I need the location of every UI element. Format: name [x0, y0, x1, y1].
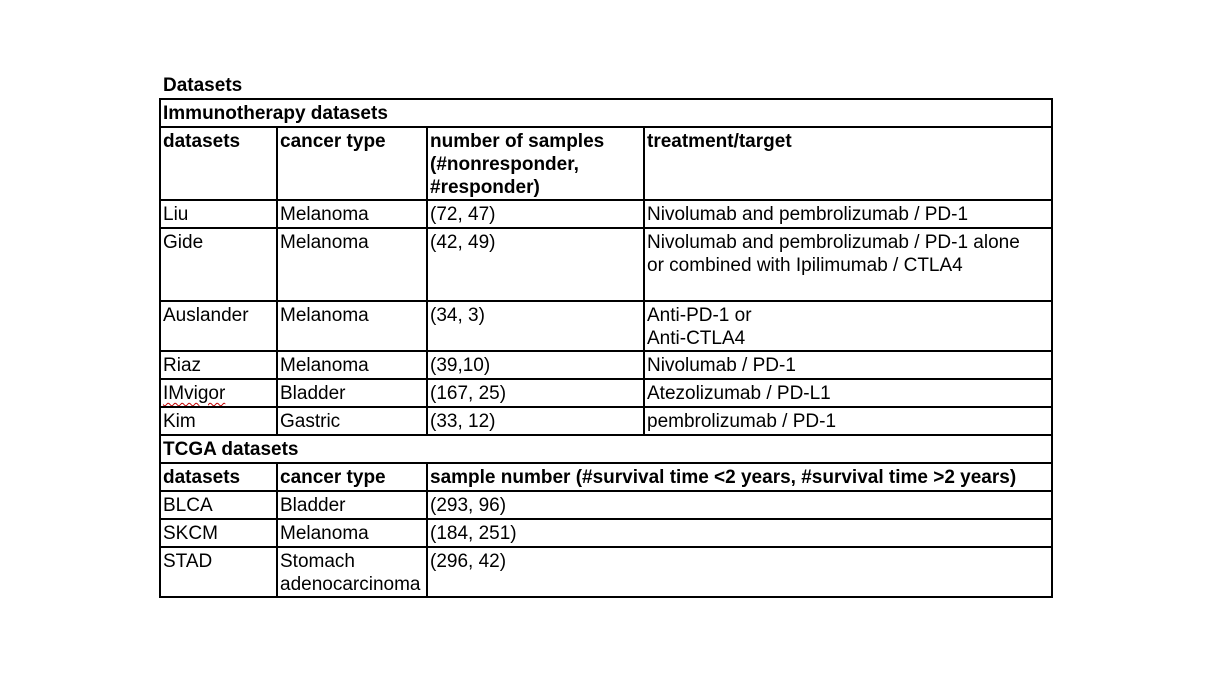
treatment-cell: Atezolizumab / PD-L1 [642, 378, 1054, 408]
tcga-section-title: TCGA datasets [158, 434, 1054, 464]
samples-cell: (167, 25) [426, 378, 645, 408]
dataset-cell: Auslander [159, 300, 278, 352]
dataset-cell: IMvigor [159, 378, 278, 408]
immunotherapy-section-row: Immunotherapy datasets [158, 98, 1054, 128]
datasets-table: Immunotherapy datasets datasets cancer t… [158, 98, 1054, 598]
samples-cell: (72, 47) [426, 199, 645, 229]
dataset-cell: Riaz [159, 350, 278, 380]
dataset-cell: STAD [159, 546, 278, 598]
treatment-cell: Anti-PD-1 or Anti-CTLA4 [642, 300, 1054, 352]
cancer-type-line-1: Melanoma [280, 523, 369, 544]
cancer-type-line-1: Bladder [280, 495, 346, 516]
dataset-cell: Kim [159, 406, 278, 436]
dataset-cell: SKCM [159, 518, 278, 548]
samples-cell: (184, 251) [425, 518, 1054, 548]
tcga-section-row: TCGA datasets [158, 434, 1054, 464]
cancer-type-line-1: Stomach [280, 551, 355, 572]
cancer-type-cell: Bladder [276, 490, 428, 520]
cancer-type-line-2: adenocarcinoma [280, 574, 421, 595]
treatment-cell: Nivolumab and pembrolizumab / PD-1 alone… [642, 227, 1054, 302]
header-datasets: datasets [159, 462, 278, 492]
cancer-type-cell: Melanoma [276, 300, 428, 352]
treatment-line-1: Nivolumab / PD-1 [647, 355, 796, 376]
treatment-line-2: Anti-CTLA4 [647, 328, 746, 349]
header-cancer-type: cancer type [276, 126, 428, 201]
header-number-of-samples: number of samples (#nonresponder, #respo… [426, 126, 645, 201]
dataset-cell: Liu [159, 199, 278, 229]
table-row: IMvigor Bladder (167, 25) Atezolizumab /… [159, 378, 1054, 408]
header-samples-line-3: #responder) [430, 177, 540, 198]
table-row: SKCM Melanoma (184, 251) [159, 518, 1054, 548]
samples-cell: (296, 42) [425, 546, 1054, 598]
header-datasets: datasets [159, 126, 278, 201]
header-samples-line-1: number of samples [430, 131, 605, 152]
treatment-cell: Nivolumab and pembrolizumab / PD-1 [642, 199, 1054, 229]
cancer-type-cell: Melanoma [276, 199, 428, 229]
header-samples-line-2: (#nonresponder, [430, 154, 579, 175]
treatment-line-2: or combined with Ipilimumab / CTLA4 [647, 255, 963, 276]
samples-cell: (42, 49) [426, 227, 645, 302]
dataset-name-spellcheck: IMvigor [163, 383, 226, 404]
dataset-cell: Gide [159, 227, 278, 302]
treatment-line-1: Nivolumab and pembrolizumab / PD-1 [647, 204, 969, 225]
samples-cell: (39,10) [426, 350, 645, 380]
samples-cell: (33, 12) [426, 406, 645, 436]
table-row: Gide Melanoma (42, 49) Nivolumab and pem… [159, 227, 1054, 302]
samples-cell: (293, 96) [425, 490, 1054, 520]
table-row: STAD Stomach adenocarcinoma (296, 42) [159, 546, 1054, 598]
treatment-line-1: Anti-PD-1 or [647, 305, 752, 326]
cancer-type-cell: Bladder [276, 378, 428, 408]
treatment-cell: Nivolumab / PD-1 [642, 350, 1054, 380]
immunotherapy-header-row: datasets cancer type number of samples (… [159, 126, 1054, 201]
header-treatment-target: treatment/target [642, 126, 1054, 201]
treatment-line-1: Atezolizumab / PD-L1 [647, 383, 831, 404]
table-row: Auslander Melanoma (34, 3) Anti-PD-1 or … [159, 300, 1054, 352]
dataset-cell: BLCA [159, 490, 278, 520]
header-cancer-type: cancer type [276, 462, 428, 492]
treatment-line-1: Nivolumab and pembrolizumab / PD-1 alone [647, 232, 1020, 253]
document-title: Datasets [163, 75, 243, 96]
header-sample-number: sample number (#survival time <2 years, … [425, 462, 1054, 492]
table-row: Liu Melanoma (72, 47) Nivolumab and pemb… [159, 199, 1054, 229]
table-row: BLCA Bladder (293, 96) [159, 490, 1054, 520]
cancer-type-cell: Melanoma [276, 518, 428, 548]
table-row: Riaz Melanoma (39,10) Nivolumab / PD-1 [159, 350, 1054, 380]
treatment-cell: pembrolizumab / PD-1 [642, 406, 1054, 436]
immunotherapy-section-title: Immunotherapy datasets [158, 98, 1054, 128]
cancer-type-cell: Gastric [276, 406, 428, 436]
treatment-line-1: pembrolizumab / PD-1 [647, 411, 837, 432]
cancer-type-cell: Melanoma [276, 227, 428, 302]
samples-cell: (34, 3) [426, 300, 645, 352]
table-row: Kim Gastric (33, 12) pembrolizumab / PD-… [159, 406, 1054, 436]
cancer-type-cell: Melanoma [276, 350, 428, 380]
cancer-type-cell: Stomach adenocarcinoma [276, 546, 428, 598]
tcga-header-row: datasets cancer type sample number (#sur… [159, 462, 1054, 492]
